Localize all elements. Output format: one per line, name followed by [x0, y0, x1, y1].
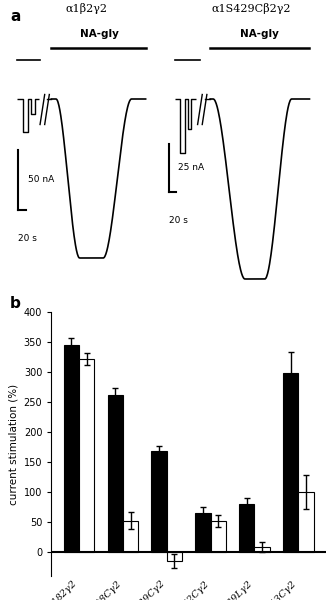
Bar	[283, 373, 298, 552]
Text: a: a	[10, 9, 20, 24]
Bar	[239, 504, 255, 552]
Bar	[79, 359, 94, 552]
Bar	[255, 547, 270, 552]
Text: 25 nA: 25 nA	[178, 163, 204, 173]
Text: 50 nA: 50 nA	[28, 175, 54, 185]
Bar	[151, 451, 167, 552]
Bar	[195, 513, 211, 552]
Text: α1β2γ2: α1β2γ2	[65, 3, 107, 14]
Bar	[298, 492, 313, 552]
Bar	[123, 521, 138, 552]
Bar	[64, 345, 79, 552]
Text: α1S429Cβ2γ2: α1S429Cβ2γ2	[212, 3, 291, 14]
Text: NA-gly: NA-gly	[80, 29, 119, 39]
Y-axis label: current stimulation (%): current stimulation (%)	[8, 383, 18, 505]
Text: NA-gly: NA-gly	[240, 29, 279, 39]
Bar	[167, 552, 182, 561]
Text: b: b	[10, 296, 21, 311]
Text: 20 s: 20 s	[169, 216, 188, 225]
Bar	[211, 521, 226, 552]
Bar	[108, 395, 123, 552]
Text: 20 s: 20 s	[18, 234, 37, 243]
